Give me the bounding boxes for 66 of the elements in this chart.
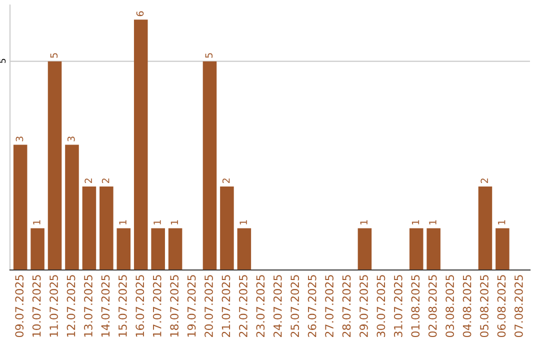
data-label: 2	[102, 178, 110, 184]
data-label: 1	[498, 220, 506, 224]
data-label: 6	[136, 11, 144, 16]
data-label: 1	[154, 220, 161, 224]
bar	[409, 228, 424, 270]
bar	[13, 144, 28, 270]
x-tick-label: 05.08.2025	[480, 275, 488, 338]
x-tick-label: 18.07.2025	[170, 275, 179, 337]
bar	[426, 228, 440, 270]
x-tick-label: 01.08.2025	[411, 275, 420, 338]
data-label: 1	[429, 220, 436, 224]
bar	[202, 61, 217, 270]
bar	[358, 228, 372, 270]
x-tick-label: 03.08.2025	[446, 275, 454, 338]
x-tick-label: 31.07.2025	[394, 275, 402, 337]
bar	[478, 186, 492, 270]
x-tick-label: 13.07.2025	[84, 275, 92, 337]
bar	[151, 228, 165, 270]
x-tick-label: 14.07.2025	[101, 275, 110, 337]
x-tick-label: 09.07.2025	[15, 275, 24, 338]
bar	[82, 186, 96, 270]
x-tick-label: 11.07.2025	[50, 275, 58, 337]
bar	[30, 228, 44, 270]
data-label: 3	[67, 136, 75, 142]
x-tick-label: 23.07.2025	[256, 275, 265, 337]
x-tick-label: 10.07.2025	[32, 275, 41, 337]
bar	[48, 61, 62, 270]
bar	[220, 186, 234, 270]
x-tick-label: 21.07.2025	[222, 275, 230, 337]
x-tick-label: 06.08.2025	[497, 275, 506, 338]
x-tick-label: 25.07.2025	[290, 275, 300, 337]
x-tick-label: 26.07.2025	[308, 275, 316, 337]
bar	[100, 186, 114, 270]
data-label: 5	[205, 53, 213, 58]
bar	[134, 20, 148, 270]
x-tick-label: 22.07.2025	[238, 275, 248, 337]
data-label: 1	[119, 220, 126, 224]
x-tick-label: 27.07.2025	[325, 275, 334, 337]
x-tick-label: 04.08.2025	[462, 275, 472, 338]
data-label: 1	[240, 220, 247, 224]
data-label: 5	[50, 53, 58, 58]
data-label: 1	[170, 220, 178, 224]
x-tick-label: 29.07.2025	[360, 275, 368, 337]
x-tick-label: 19.07.2025	[187, 275, 196, 337]
x-tick-label: 07.08.2025	[514, 275, 523, 338]
bar	[168, 228, 182, 270]
data-label: 2	[480, 178, 488, 184]
x-tick-label: 30.07.2025	[376, 275, 386, 337]
data-label: 3	[16, 136, 24, 142]
bar	[65, 144, 79, 270]
data-label: 1	[412, 220, 420, 224]
x-tick-label: 15.07.2025	[118, 275, 127, 337]
x-tick-label: 17.07.2025	[152, 275, 162, 337]
data-label: 1	[33, 220, 40, 224]
bar	[116, 228, 131, 270]
data-label: 1	[360, 220, 368, 224]
x-tick-label: 28.07.2025	[342, 275, 351, 337]
bar	[237, 228, 252, 270]
x-tick-label: 12.07.2025	[66, 275, 76, 337]
data-label: 2	[84, 178, 92, 184]
x-tick-label: 20.07.2025	[204, 275, 213, 337]
x-tick-label: 02.08.2025	[428, 275, 437, 338]
data-label: 2	[222, 178, 230, 184]
bar	[496, 228, 510, 270]
x-tick-label: 16.07.2025	[136, 275, 144, 337]
x-tick-label: 24.07.2025	[273, 275, 282, 337]
